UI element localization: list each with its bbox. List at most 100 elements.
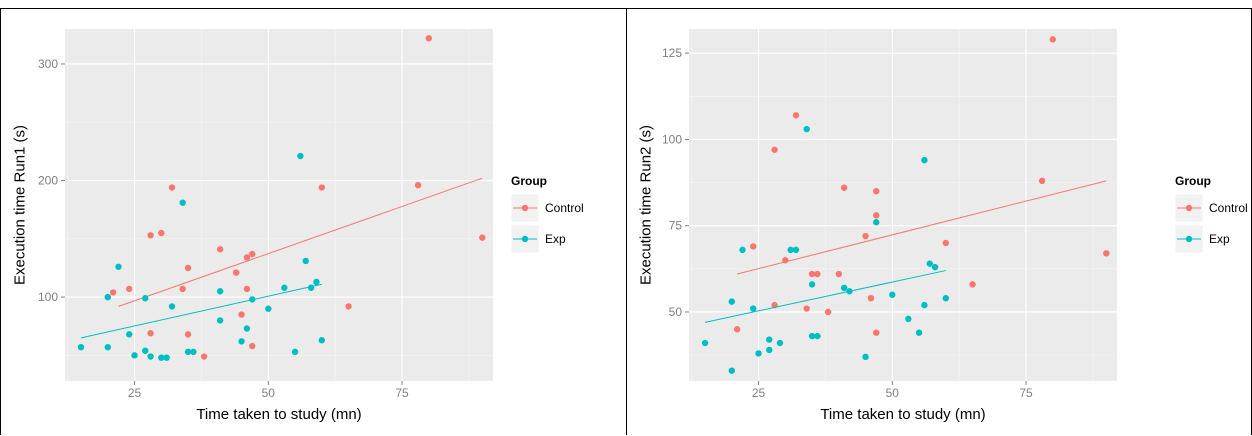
- legend-key-point: [1185, 235, 1193, 243]
- point-exp: [318, 337, 325, 344]
- point-exp: [168, 303, 176, 310]
- point-control: [249, 250, 256, 258]
- x-axis-title: Time taken to study (mn): [196, 406, 361, 423]
- x-tick-label: 25: [752, 386, 766, 400]
- x-tick-label: 25: [128, 386, 142, 400]
- point-control: [814, 270, 821, 278]
- point-control: [771, 146, 778, 153]
- point-control: [479, 234, 486, 241]
- point-control: [862, 232, 869, 240]
- legend-key-point: [521, 235, 529, 243]
- point-control: [414, 181, 422, 189]
- point-control: [942, 239, 949, 247]
- point-control: [238, 311, 245, 318]
- point-exp: [814, 332, 821, 340]
- plot-panel: [65, 29, 493, 381]
- point-exp: [750, 305, 757, 312]
- point-exp: [728, 298, 735, 305]
- point-control: [750, 243, 757, 250]
- point-exp: [942, 294, 949, 302]
- chart-panel-run2: 25 50 75 50 75 100 125 Time taken to study (mn)…: [627, 8, 1252, 435]
- point-control: [200, 353, 208, 360]
- point-exp: [921, 156, 928, 164]
- point-exp: [265, 305, 272, 312]
- trend-line-exp: [704, 270, 946, 323]
- y-tick-label: 50: [669, 305, 683, 319]
- point-control: [179, 285, 186, 293]
- point-exp: [131, 352, 138, 359]
- point-exp: [104, 343, 112, 351]
- y-axis-title: Execution time Run1 (s): [11, 125, 28, 285]
- point-control: [318, 184, 325, 191]
- point-exp: [889, 291, 896, 298]
- point-control: [873, 187, 880, 195]
- point-exp: [840, 284, 848, 292]
- legend: Group Control Exp: [510, 174, 584, 254]
- point-exp: [291, 348, 299, 356]
- point-exp: [216, 288, 224, 295]
- point-control: [158, 229, 165, 237]
- y-tick-label: 100: [38, 290, 58, 304]
- point-control: [1103, 250, 1110, 257]
- point-control: [249, 342, 256, 350]
- point-control: [147, 232, 154, 239]
- legend-title: Group: [511, 174, 547, 188]
- point-control: [824, 308, 832, 316]
- point-exp: [862, 353, 869, 361]
- x-tick-label: 50: [886, 386, 900, 400]
- point-exp: [728, 367, 735, 374]
- point-exp: [739, 246, 746, 254]
- point-exp: [158, 354, 165, 361]
- point-control: [867, 294, 875, 302]
- x-tick-label: 75: [1019, 386, 1033, 400]
- legend: Group Control Exp: [1174, 174, 1248, 254]
- point-control: [873, 212, 880, 219]
- point-control: [345, 303, 352, 310]
- y-tick-label: 75: [669, 219, 683, 233]
- point-exp: [307, 284, 315, 291]
- point-control: [168, 184, 176, 191]
- point-exp: [281, 284, 288, 291]
- legend-label-exp: Exp: [545, 232, 566, 246]
- point-exp: [179, 199, 186, 206]
- point-exp: [126, 331, 133, 338]
- x-tick-label: 50: [262, 386, 276, 400]
- point-control: [969, 281, 976, 288]
- point-control: [803, 305, 810, 312]
- point-control: [1038, 177, 1046, 185]
- point-exp: [216, 317, 224, 324]
- trend-line-exp: [80, 283, 322, 339]
- point-exp: [931, 263, 939, 271]
- y-tick-label: 200: [38, 174, 58, 188]
- plot-panel: [689, 29, 1117, 381]
- series-exp: [701, 125, 949, 374]
- point-exp: [184, 348, 192, 356]
- point-exp: [147, 353, 154, 360]
- chart-run2: 25 50 75 50 75 100 125 Time taken to study (mn)…: [637, 29, 1248, 423]
- y-tick-label: 100: [662, 132, 682, 146]
- point-exp: [776, 339, 784, 347]
- point-exp: [243, 325, 251, 332]
- point-exp: [803, 125, 810, 133]
- x-tick-label: 75: [395, 386, 409, 400]
- point-control: [808, 270, 816, 278]
- y-tick-label: 125: [662, 46, 682, 60]
- point-control: [147, 330, 154, 337]
- trend-line-control: [118, 177, 483, 307]
- point-exp: [115, 263, 122, 270]
- point-control: [782, 257, 789, 264]
- point-exp: [915, 329, 923, 336]
- point-exp: [926, 260, 933, 267]
- point-exp: [766, 336, 773, 343]
- point-control: [216, 246, 224, 253]
- x-axis-title: Time taken to study (mn): [820, 406, 985, 423]
- point-exp: [921, 301, 928, 309]
- point-exp: [163, 354, 170, 361]
- point-exp: [792, 246, 800, 254]
- legend-key-point: [1185, 204, 1193, 212]
- point-exp: [808, 281, 816, 288]
- point-control: [184, 331, 192, 338]
- legend-title: Group: [1175, 174, 1211, 188]
- point-exp: [142, 295, 149, 302]
- point-control: [126, 285, 133, 293]
